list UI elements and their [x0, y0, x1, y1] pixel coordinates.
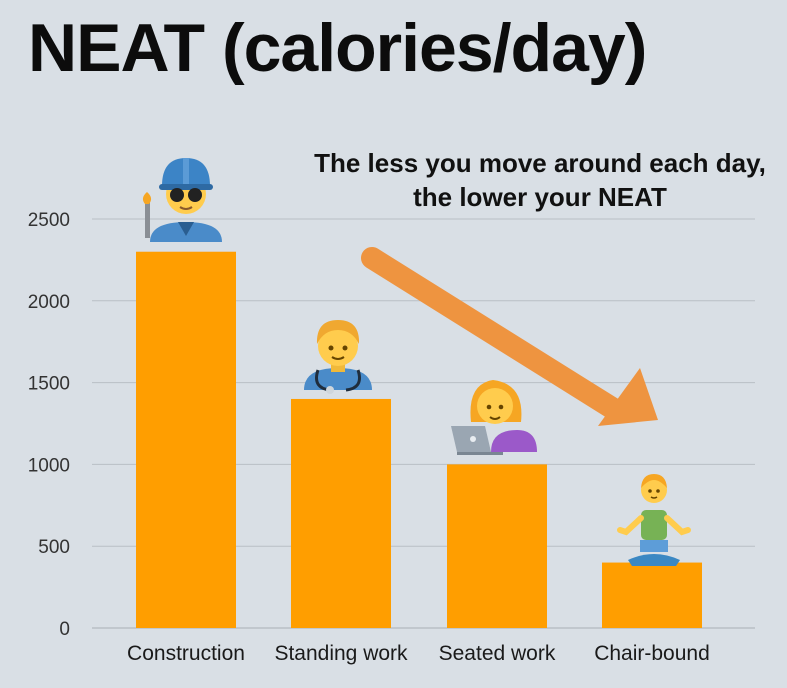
y-tick-label: 2000 [28, 292, 70, 313]
health-worker-icon [304, 320, 372, 394]
construction-worker-icon [142, 158, 222, 242]
chart-title: NEAT (calories/day) [28, 10, 647, 86]
bar-construction [136, 251, 236, 628]
y-tick-label: 500 [38, 537, 70, 558]
bar-chair-bound [602, 562, 702, 628]
annotation-text: The less you move around each day, the l… [314, 148, 766, 212]
bars [136, 251, 702, 628]
down-right-arrow-icon [361, 247, 623, 419]
trend-arrow [361, 247, 658, 426]
category-label: Seated work [439, 642, 556, 665]
y-tick-label: 2500 [28, 210, 70, 231]
bar-seated-work [447, 464, 547, 628]
category-label: Construction [127, 642, 245, 665]
category-label: Chair-bound [594, 642, 710, 665]
y-axis-tick-labels: 0 500 1000 1500 2000 2500 [28, 210, 70, 640]
arrow-head [598, 368, 658, 426]
x-axis-category-labels: Construction Standing work Seated work Chai… [127, 642, 710, 665]
person-with-laptop-icon [451, 380, 537, 455]
y-tick-label: 1000 [28, 455, 70, 476]
y-tick-label: 1500 [28, 374, 70, 395]
person-in-lotus-position-icon [617, 474, 691, 566]
bar-standing-work [291, 398, 391, 628]
people-icons [142, 158, 691, 566]
y-tick-label: 0 [59, 619, 70, 640]
category-label: Standing work [274, 642, 408, 665]
